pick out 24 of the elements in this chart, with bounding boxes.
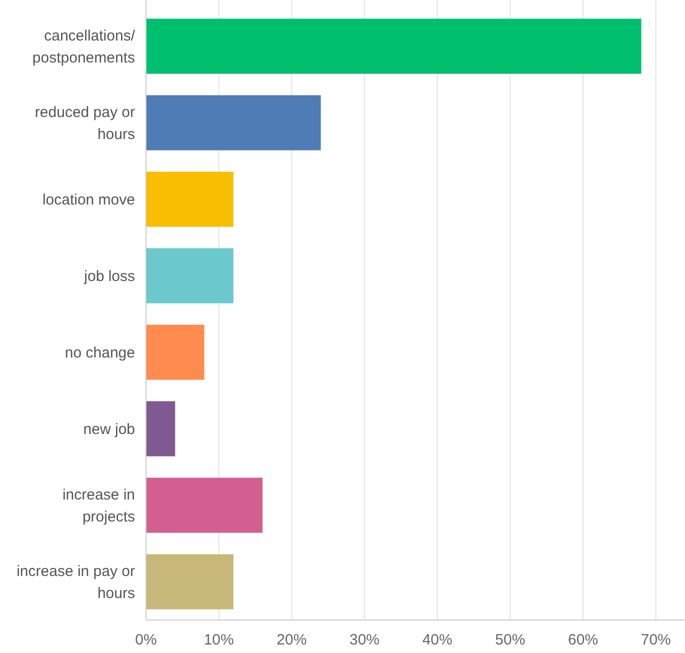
- x-tick-label: 70%: [640, 632, 671, 649]
- y-tick-label: increase in pay or hours: [16, 562, 135, 602]
- y-tick-label: no change: [64, 344, 135, 362]
- bar: [146, 554, 234, 610]
- bar: [146, 324, 204, 380]
- x-tick-label: 40%: [422, 632, 452, 649]
- bar: [146, 172, 234, 227]
- x-tick-label: 20%: [276, 632, 307, 649]
- y-tick-label: job loss: [83, 268, 135, 285]
- bar: [146, 95, 321, 150]
- bar: [146, 18, 642, 74]
- x-tick-label: 50%: [495, 632, 526, 649]
- x-tick-label: 0%: [135, 632, 157, 649]
- x-tick-label: 30%: [350, 632, 380, 649]
- x-tick-label: 10%: [204, 632, 234, 649]
- y-tick-label: location move: [42, 191, 135, 208]
- bar: [146, 478, 263, 533]
- y-tick-label: cancellations/ postponements: [32, 27, 136, 66]
- y-tick-label: reduced pay or hours: [34, 104, 135, 143]
- bar: [146, 248, 234, 304]
- y-tick-label: new job: [83, 420, 135, 438]
- bar: [146, 401, 176, 456]
- y-tick-label: increase in projects: [62, 486, 135, 526]
- x-tick-label: 60%: [568, 632, 598, 649]
